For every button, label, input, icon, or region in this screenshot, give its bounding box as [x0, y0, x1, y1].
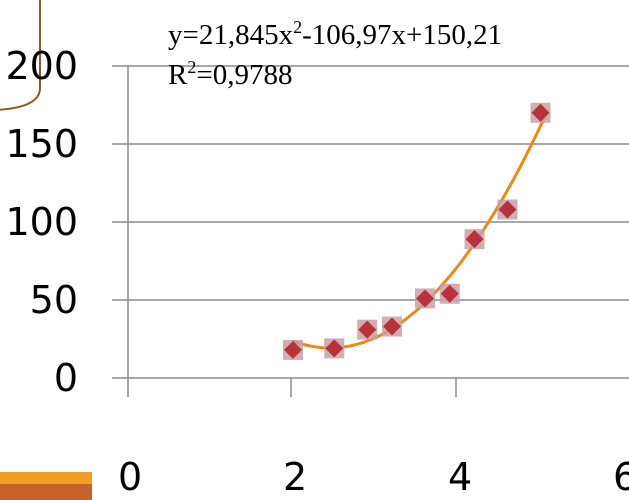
data-point-marker [498, 200, 517, 219]
data-point [415, 288, 435, 309]
x-tick-label-0: 0 [118, 455, 142, 499]
data-point [497, 199, 518, 220]
decorative-bar-top [0, 472, 92, 484]
x-tick-labels: 0 2 4 6 [118, 455, 629, 499]
y-tick-label-0: 0 [54, 356, 78, 400]
data-point-marker [465, 230, 484, 249]
x-tick-label-4: 4 [448, 455, 472, 499]
data-point [357, 319, 378, 340]
y-tick-label-100: 100 [5, 200, 78, 244]
r2-prefix: R [168, 59, 188, 91]
trendline [292, 116, 546, 350]
equation-exponent: 2 [293, 17, 302, 37]
gridlines [112, 65, 629, 301]
x-tick-label-2: 2 [283, 455, 307, 499]
decorative-frame [0, 0, 41, 111]
r2-rest: =0,9788 [196, 59, 292, 91]
equation-prefix: y=21,845x [168, 19, 294, 51]
decorative-bar-bottom [0, 484, 92, 500]
data-point-marker [358, 320, 377, 339]
data-points [283, 102, 551, 360]
data-point-marker [325, 339, 344, 358]
y-tick-label-200: 200 [5, 44, 78, 88]
trendline-equation: y=21,845x2-106,97x+150,21 [168, 17, 502, 51]
y-tick-labels: 0 50 100 150 200 [5, 44, 78, 400]
r2-exponent: 2 [187, 57, 196, 77]
data-point-marker [416, 289, 434, 308]
data-point-marker [284, 340, 302, 359]
data-point [464, 229, 485, 250]
data-point [283, 339, 303, 360]
x-tick-label-6: 6 [613, 455, 629, 499]
data-point [530, 102, 551, 123]
y-tick-label-150: 150 [5, 122, 78, 166]
data-point [439, 283, 460, 304]
trendline-curve [292, 116, 546, 350]
equation-rest: -106,97x+150,21 [302, 19, 502, 51]
data-point-marker [383, 317, 401, 336]
data-point-marker [440, 284, 459, 303]
axes [112, 66, 629, 397]
data-point [324, 338, 345, 359]
data-point-marker [531, 103, 550, 122]
y-tick-label-50: 50 [30, 278, 78, 322]
r-squared-label: R2=0,9788 [168, 57, 292, 91]
data-point [382, 316, 402, 337]
